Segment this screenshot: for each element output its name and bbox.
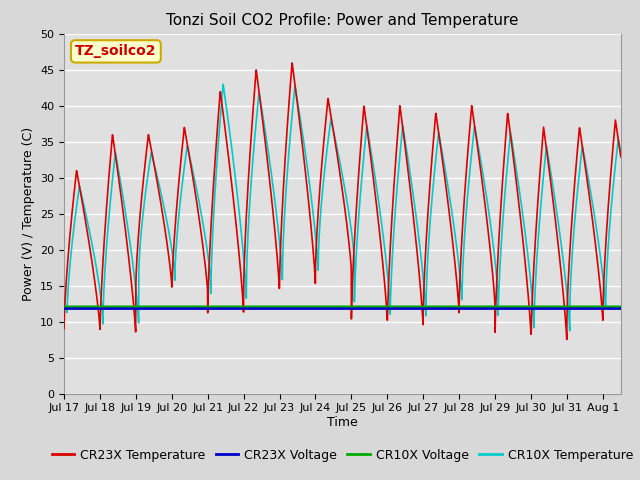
Text: TZ_soilco2: TZ_soilco2 [75,44,157,59]
Y-axis label: Power (V) / Temperature (C): Power (V) / Temperature (C) [22,127,35,300]
Title: Tonzi Soil CO2 Profile: Power and Temperature: Tonzi Soil CO2 Profile: Power and Temper… [166,13,518,28]
X-axis label: Time: Time [327,416,358,429]
Legend: CR23X Temperature, CR23X Voltage, CR10X Voltage, CR10X Temperature: CR23X Temperature, CR23X Voltage, CR10X … [47,444,638,467]
